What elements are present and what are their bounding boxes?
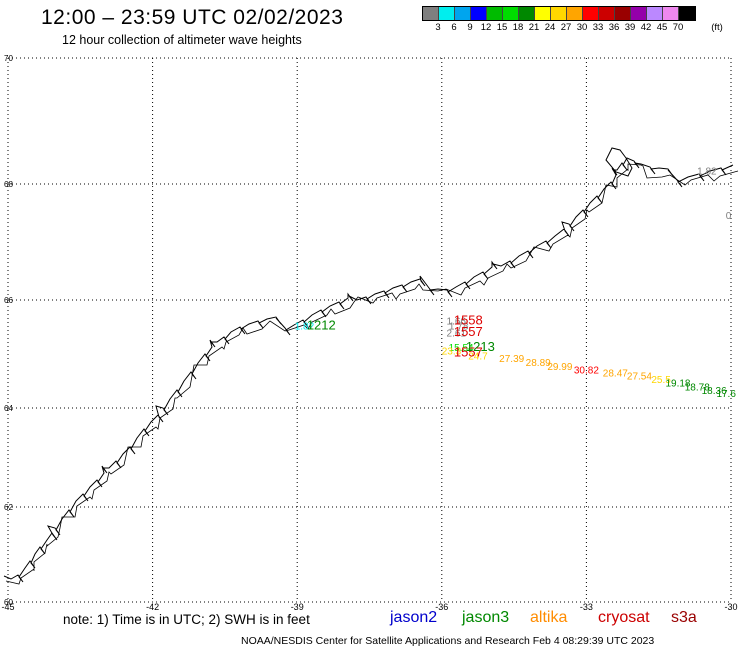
greenland-coastline (3, 147, 739, 585)
longitude-label: -45 (1, 602, 14, 612)
coastline-inner-path (5, 163, 739, 585)
color-swatch (567, 7, 583, 20)
color-scale-label: 42 (640, 22, 652, 33)
color-swatch (535, 7, 551, 20)
pass-time-label: 1557 (454, 324, 483, 339)
wave-height-label: 15.54 (449, 343, 474, 354)
color-scale-label: 15 (496, 22, 508, 33)
pass-time-label: 1212 (307, 318, 336, 333)
color-scale-label: 24 (544, 22, 556, 33)
satellite-name-s3a: s3a (671, 609, 697, 626)
pass-time-label: 1213 (466, 339, 495, 354)
map-title: 12:00 – 23:59 UTC 02/02/2023 (41, 6, 344, 29)
wave-height-label: 28.89 (526, 358, 551, 369)
wave-height-label: 23.3 (442, 347, 462, 358)
latitude-label: 70 (4, 54, 13, 63)
wave-height-label: 1.82 (295, 322, 315, 333)
credit-line: NOAA/NESDIS Center for Satellite Applica… (241, 635, 655, 647)
footnote: note: 1) Time is in UTC; 2) SWH is in fe… (63, 612, 310, 627)
color-scale-label: 45 (656, 22, 668, 33)
satellite-name-jason2: jason2 (390, 609, 438, 626)
wave-height-label: 25.5 (651, 375, 671, 386)
color-swatch (471, 7, 487, 20)
map-subtitle: 12 hour collection of altimeter wave hei… (62, 33, 302, 47)
wave-height-label: 1.66 (447, 316, 467, 327)
wave-height-label: 19.18 (665, 378, 690, 389)
pass-time-label: 1557 (454, 345, 483, 360)
color-swatch (599, 7, 615, 20)
color-swatch (423, 7, 439, 20)
axis-tick-labels: 70 68 66 64 62 60-45 -42 -39 -36 -33 -30 (1, 54, 737, 612)
wave-height-label: 18.78 (685, 383, 710, 394)
wave-height-label: 24.7 (468, 351, 488, 362)
wave-height-label: 1.82 (697, 167, 717, 178)
color-swatch (455, 7, 471, 20)
color-scale-label: 9 (467, 22, 473, 33)
color-swatch (679, 7, 695, 20)
color-scale-label: 21 (528, 22, 540, 33)
color-scale-label: 27 (560, 22, 572, 33)
wave-height-label: 28.47 (603, 369, 628, 380)
wave-height-label: 27.54 (627, 371, 652, 382)
coastline-peninsula (605, 147, 633, 177)
longitude-label: -42 (146, 602, 159, 612)
wave-height-label: 1.78 (449, 322, 469, 333)
longitude-label: -33 (580, 602, 593, 612)
latitude-label: 62 (4, 503, 13, 512)
color-swatch (519, 7, 535, 20)
color-swatch (583, 7, 599, 20)
color-scale-unit: (ft) (711, 22, 723, 33)
satellite-name-cryosat: cryosat (598, 609, 650, 626)
color-swatch (663, 7, 679, 20)
color-swatch (439, 7, 455, 20)
color-swatch (503, 7, 519, 20)
longitude-label: -39 (291, 602, 304, 612)
color-swatch (551, 7, 567, 20)
wave-height-color-scale (422, 6, 696, 21)
color-swatch (487, 7, 503, 20)
color-swatch (615, 7, 631, 20)
color-scale-label: 3 (435, 22, 441, 33)
color-swatch (631, 7, 647, 20)
wave-height-label: 0 (726, 211, 732, 222)
color-scale-label: 12 (480, 22, 492, 33)
latitude-label: 66 (4, 296, 13, 305)
lat-lon-grid (7, 57, 732, 603)
wave-height-label: 30.82 (574, 365, 599, 376)
wave-height-label: 18.36 (702, 386, 727, 397)
color-scale-labels: 3 6 9 12 15 18 21 24 27 30 33 36 39 42 45 70 (ft) (422, 22, 740, 34)
wave-height-label: 2.61 (447, 329, 467, 340)
color-scale-label: 18 (512, 22, 524, 33)
pass-time-label: 1558 (454, 312, 483, 327)
longitude-label: -36 (435, 602, 448, 612)
longitude-label: -30 (724, 602, 737, 612)
coastline-path (3, 157, 734, 583)
wave-height-label: 27.39 (499, 354, 524, 365)
color-scale-label: 33 (592, 22, 604, 33)
color-scale-label: 39 (624, 22, 636, 33)
latitude-label: 68 (4, 180, 13, 189)
latitude-label: 64 (4, 404, 13, 413)
color-scale-label: 70 (672, 22, 684, 33)
wave-height-label: 29.99 (547, 362, 572, 373)
wave-height-label: 17.6 (716, 389, 736, 400)
satellite-name-jason3: jason3 (462, 609, 510, 626)
color-scale-label: 6 (451, 22, 457, 33)
color-scale-label: 30 (576, 22, 588, 33)
color-swatch (647, 7, 663, 20)
satellite-name-altika: altika (530, 609, 568, 626)
color-scale-label: 36 (608, 22, 620, 33)
latitude-label: 60 (4, 598, 13, 607)
